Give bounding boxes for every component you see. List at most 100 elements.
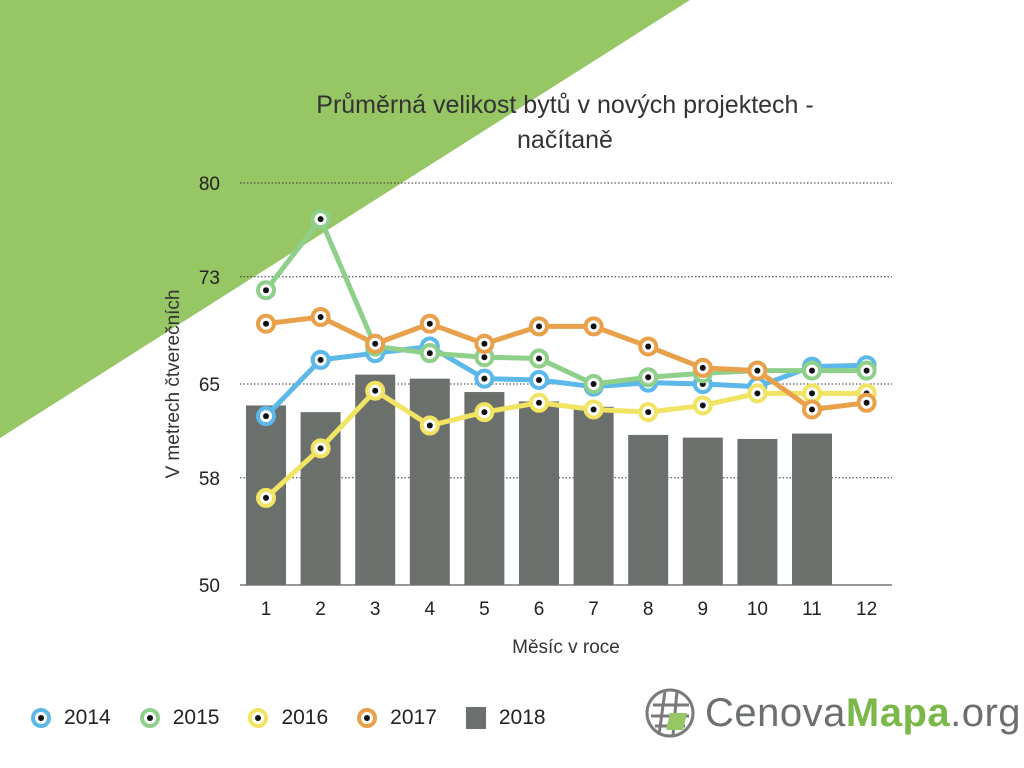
cenovamapa-logo: CenovaMapa.org [643, 686, 1021, 740]
data-point-2017 [310, 307, 331, 327]
point-dot [536, 376, 542, 383]
bar-2018 [409, 378, 450, 585]
legend-label: 2015 [172, 706, 220, 729]
series-line-2015 [264, 216, 867, 387]
data-point-2016 [692, 395, 713, 416]
point-dot [426, 350, 433, 357]
y-axis-title: V metrech čtverečních [163, 289, 184, 478]
point-dot [426, 422, 433, 429]
bar-2018 [573, 406, 614, 585]
legend-point-dot [38, 715, 44, 721]
data-point-2017 [419, 313, 440, 334]
point-dot [536, 323, 542, 330]
legend-item-2016: 2016 [245, 705, 328, 731]
legend-point-dot [146, 715, 153, 721]
x-tick-label: 6 [534, 599, 545, 620]
point-dot [481, 375, 488, 382]
point-dot [263, 413, 269, 420]
data-point-2014 [474, 368, 495, 389]
legend-marker [31, 708, 51, 728]
point-dot [590, 381, 597, 387]
legend-marker [357, 708, 378, 728]
point-dot [536, 399, 542, 406]
chart-title-line-1: Průměrná velikost bytů v nových projekte… [316, 91, 814, 119]
data-point-2017 [692, 357, 713, 378]
legend-label: 2016 [281, 706, 329, 729]
data-point-2015 [419, 343, 440, 364]
data-point-2016 [256, 487, 276, 508]
y-tick-label: 58 [199, 469, 220, 490]
point-dot [809, 367, 815, 374]
point-dot [317, 445, 324, 452]
data-point-2017 [474, 333, 495, 354]
bar-2018 [628, 434, 669, 585]
bar-2018 [464, 392, 505, 585]
x-tick-label: 1 [261, 599, 272, 620]
data-point-2015 [529, 348, 549, 369]
data-point-2016 [419, 415, 440, 436]
point-dot [645, 343, 652, 350]
series-line-2017 [265, 314, 867, 412]
point-dot [809, 390, 815, 397]
y-tick-label: 80 [199, 174, 220, 195]
bar-2018 [355, 374, 396, 585]
x-axis-title: Měsíc v roce [512, 637, 620, 658]
point-dot [263, 287, 269, 294]
point-dot [536, 355, 542, 362]
point-dot [863, 399, 870, 406]
point-dot [481, 409, 488, 416]
y-tick-label: 73 [199, 268, 220, 289]
x-tick-label: 7 [588, 599, 599, 620]
data-point-2014 [310, 349, 331, 370]
point-dot [699, 364, 706, 371]
x-tick-label: 2 [315, 599, 326, 620]
x-tick-label: 9 [698, 599, 709, 620]
x-tick-label: 3 [370, 599, 381, 620]
legend-item-2018: 2018 [463, 705, 546, 731]
bar-2018 [737, 438, 778, 585]
logo-text-org: .org [950, 690, 1022, 735]
chart-title-line-2: načítaně [517, 126, 613, 154]
point-dot [426, 320, 433, 327]
x-tick-label: 12 [856, 599, 877, 620]
data-point-2017 [256, 313, 276, 334]
x-tick-label: 10 [747, 599, 768, 620]
point-dot [754, 367, 761, 374]
data-point-2015 [802, 360, 822, 381]
y-tick-label: 50 [199, 576, 220, 597]
series-points [256, 209, 877, 508]
data-point-2017 [583, 316, 604, 337]
logo-text: CenovaMapa.org [705, 691, 1021, 736]
legend-label: 2018 [498, 706, 546, 729]
data-point-2015 [583, 374, 604, 394]
point-dot [645, 409, 652, 416]
legend-marker [465, 707, 486, 729]
legend-item-2017: 2017 [354, 705, 437, 731]
globe-grid-icon [645, 688, 695, 738]
legend-point-dot [364, 715, 371, 721]
data-point-2017 [747, 360, 768, 381]
bar-2018 [792, 433, 832, 585]
data-point-2016 [529, 392, 549, 413]
point-dot [645, 374, 652, 381]
x-tick-label: 8 [643, 599, 654, 620]
point-dot [263, 494, 269, 501]
x-tick-label: 11 [802, 599, 822, 620]
point-dot [263, 320, 269, 327]
data-point-2017 [802, 399, 822, 420]
y-tick-label: 65 [199, 375, 220, 396]
legend-marker [248, 708, 269, 728]
logo-text-mapa: Mapa [845, 690, 951, 735]
legend-label: 2014 [64, 706, 111, 729]
x-tick-label: 4 [425, 599, 436, 620]
data-point-2016 [583, 399, 604, 420]
legend-item-2015: 2015 [137, 705, 220, 731]
data-point-2016 [310, 438, 331, 459]
point-dot [754, 390, 761, 397]
legend-item-2014: 2014 [28, 705, 111, 731]
x-tick-label: 5 [479, 599, 490, 620]
data-point-2015 [856, 360, 877, 381]
data-point-2015 [256, 280, 276, 301]
point-dot [317, 314, 324, 320]
data-point-2016 [474, 402, 495, 423]
